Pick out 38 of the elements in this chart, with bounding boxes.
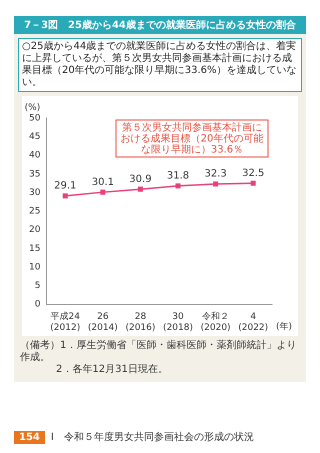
- x-tick-label: 30 (2018): [163, 312, 193, 333]
- y-tick-label: 25: [29, 206, 40, 217]
- x-tick-label: 28 (2016): [125, 312, 156, 333]
- y-tick-label: 50: [29, 113, 41, 124]
- y-axis-title: (%): [24, 102, 40, 113]
- y-tick-label: 10: [29, 262, 41, 272]
- x-tick-label: 令和２ (2020): [200, 311, 231, 333]
- point: [213, 181, 218, 187]
- y-tick-label: 20: [29, 225, 41, 236]
- x-tick-label: 26 (2014): [88, 312, 118, 333]
- data-label: 31.8: [166, 170, 190, 182]
- y-tick-label: 15: [29, 244, 40, 254]
- point: [100, 190, 106, 195]
- point: [250, 180, 256, 186]
- x-tick-label: 4 (2022): [238, 312, 268, 333]
- y-tick-label: 0: [34, 300, 41, 310]
- text: 154: [14, 430, 45, 444]
- data-label: 30.1: [92, 176, 114, 188]
- y-tick-label: 30: [29, 188, 41, 198]
- chart-subtitle: ○25歳から44歳までの就業医師に占める女性の割合は、着実に上昇しているが、第５次男女共同参画基本計画における成果目標（20年代の可能な限り早期に33.6%）を達成していない。: [18, 38, 302, 92]
- x-tick-label: 平成24 (2012): [50, 311, 80, 333]
- data-label: 30.9: [129, 174, 152, 185]
- y-tick-label: 35: [29, 169, 40, 180]
- data-label: 29.1: [54, 180, 76, 192]
- text: 2．各年12月31日現在。: [55, 364, 169, 376]
- text: I 令和５年度男女共同参画社会の形成の状況: [50, 430, 254, 444]
- data-label: 32.3: [204, 168, 227, 180]
- point: [62, 193, 68, 198]
- chart-title: 7－3図 25歳から44歳までの就業医師に占める女性の割合: [14, 16, 306, 34]
- data-label: 32.5: [242, 168, 264, 179]
- x-axis-title: (年): [276, 321, 292, 332]
- point: [138, 186, 143, 192]
- annotation: 第５次男女共同参画基本計画における成果目標（20年代の可能な限り早期に）33.6％: [120, 122, 264, 156]
- text: （備考）1．厚生労働省「医師・歯科医師・薬剤師統計」より作成。: [20, 340, 298, 364]
- point: [176, 183, 181, 188]
- y-tick-label: 40: [29, 150, 41, 161]
- y-tick-label: 5: [34, 281, 40, 292]
- y-tick-label: 45: [29, 132, 40, 142]
